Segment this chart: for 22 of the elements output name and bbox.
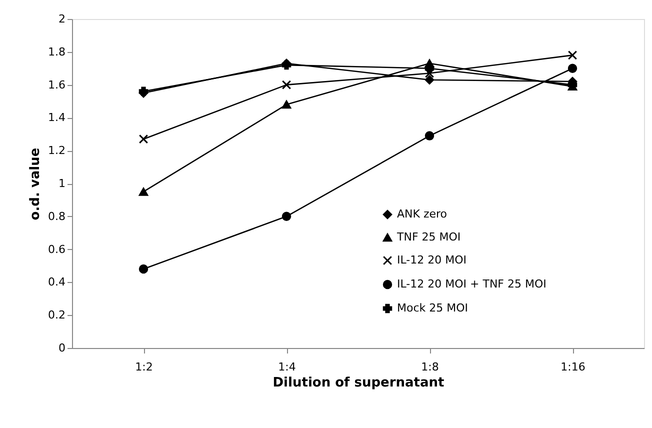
legend-label: IL-12 20 MOI + TNF 25 MOI: [397, 278, 546, 290]
x-tick-label: 1:4: [278, 360, 296, 374]
x-tick-label: 1:8: [421, 360, 439, 374]
x-axis-title: Dilution of supernatant: [272, 376, 444, 390]
y-tick-label: 1.4: [48, 111, 66, 124]
y-axis-title: o.d. value: [28, 148, 44, 220]
y-tick-label: 1.6: [48, 78, 66, 92]
y-tick-label: 2: [58, 12, 66, 26]
legend-label: IL-12 20 MOI: [397, 254, 467, 266]
y-tick-label: 0.6: [48, 242, 66, 256]
y-tick-label: 1.2: [48, 144, 66, 158]
legend-label: ANK zero: [397, 208, 448, 220]
y-tick-label: 0.4: [48, 276, 66, 289]
y-tick-label: 0.2: [48, 308, 66, 322]
x-tick-label: 1:16: [560, 360, 586, 374]
x-tick-label: 1:2: [135, 360, 153, 374]
y-tick-label: 0.8: [48, 210, 66, 223]
y-tick-label: 1.8: [48, 45, 66, 58]
legend-label: Mock 25 MOI: [397, 302, 468, 314]
y-tick-label: 0: [58, 342, 66, 354]
legend-label: TNF 25 MOI: [396, 230, 461, 244]
y-tick-label: 1: [58, 177, 66, 190]
